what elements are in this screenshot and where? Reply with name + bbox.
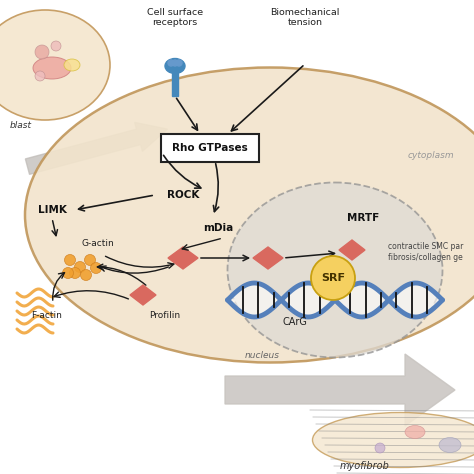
Text: CArG: CArG — [283, 317, 308, 327]
Text: ROCK: ROCK — [167, 190, 199, 200]
Circle shape — [81, 270, 91, 281]
Ellipse shape — [312, 412, 474, 467]
Bar — [172, 68, 178, 96]
Circle shape — [74, 262, 85, 273]
Text: fibrosis/collagen ge: fibrosis/collagen ge — [388, 253, 463, 262]
Text: cytoplasm: cytoplasm — [408, 151, 455, 160]
Text: LIMK: LIMK — [37, 205, 66, 215]
Circle shape — [311, 256, 355, 300]
Circle shape — [63, 267, 73, 279]
Circle shape — [176, 60, 182, 66]
Text: contractile SMC par: contractile SMC par — [388, 241, 464, 250]
Circle shape — [51, 41, 61, 51]
Polygon shape — [26, 122, 167, 174]
Circle shape — [64, 255, 75, 265]
Polygon shape — [339, 240, 365, 260]
Polygon shape — [168, 247, 198, 269]
Ellipse shape — [228, 182, 443, 357]
Circle shape — [172, 60, 178, 66]
Circle shape — [84, 255, 95, 265]
Text: Rho GTPases: Rho GTPases — [172, 143, 248, 153]
Circle shape — [375, 443, 385, 453]
Circle shape — [91, 263, 101, 273]
Text: Biomechanical
tension: Biomechanical tension — [270, 8, 340, 27]
Text: mDia: mDia — [203, 223, 233, 233]
Circle shape — [35, 71, 45, 81]
Polygon shape — [225, 354, 455, 426]
Circle shape — [70, 267, 81, 279]
Text: F-actin: F-actin — [32, 311, 63, 320]
Polygon shape — [253, 247, 283, 269]
Polygon shape — [130, 285, 156, 305]
Text: MRTF: MRTF — [347, 213, 379, 223]
FancyBboxPatch shape — [161, 134, 259, 162]
Text: SRF: SRF — [321, 273, 345, 283]
Circle shape — [35, 45, 49, 59]
Text: Profilin: Profilin — [149, 310, 181, 319]
Text: G-actin: G-actin — [82, 238, 114, 247]
Ellipse shape — [33, 57, 71, 79]
Ellipse shape — [165, 58, 185, 73]
Ellipse shape — [25, 67, 474, 363]
Text: nucleus: nucleus — [245, 351, 280, 360]
Ellipse shape — [64, 59, 80, 71]
Text: Cell surface
receptors: Cell surface receptors — [147, 8, 203, 27]
Text: blast: blast — [10, 121, 32, 130]
Circle shape — [168, 60, 174, 66]
Ellipse shape — [405, 426, 425, 438]
Ellipse shape — [0, 10, 110, 120]
Text: myofibrob: myofibrob — [340, 461, 390, 471]
Ellipse shape — [439, 438, 461, 453]
